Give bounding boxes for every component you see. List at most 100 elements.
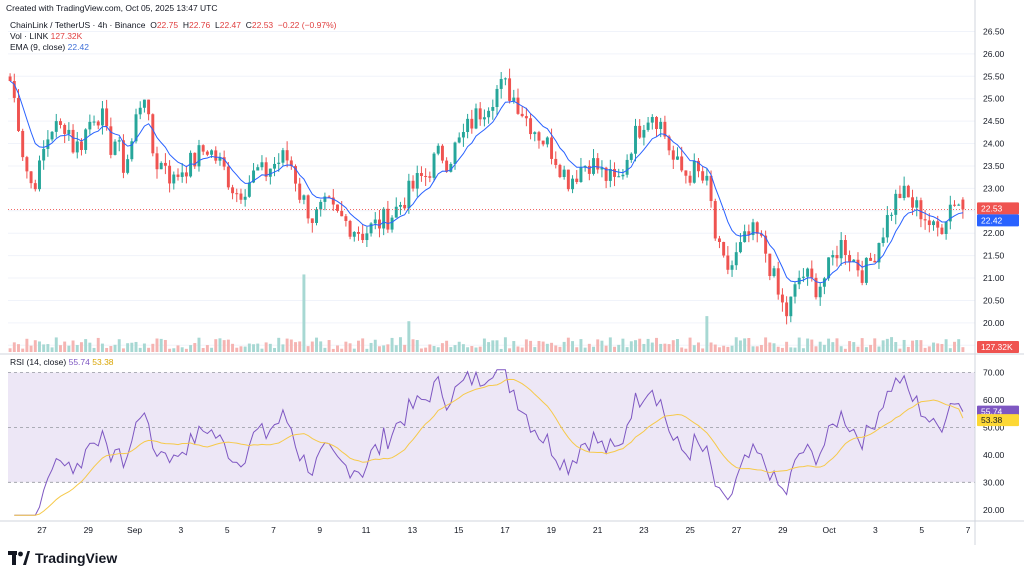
volume-bar xyxy=(646,338,650,352)
volume-bar xyxy=(676,339,679,352)
candle-body xyxy=(948,204,952,222)
volume-bar xyxy=(289,339,293,352)
candle-body xyxy=(885,215,889,238)
rsi-line xyxy=(14,369,964,516)
candle-body xyxy=(869,257,873,261)
volume-bar xyxy=(709,342,713,352)
time-tick-label: 29 xyxy=(84,525,94,535)
volume-bar xyxy=(738,340,742,352)
candle-body xyxy=(650,117,654,123)
volume-bar xyxy=(818,341,822,352)
volume-bar xyxy=(231,343,235,352)
volume-bar xyxy=(562,341,566,352)
volume-bar xyxy=(953,341,956,352)
volume-bar xyxy=(432,345,436,352)
candle-body xyxy=(336,204,339,211)
candle-body xyxy=(743,231,747,243)
volume-bar xyxy=(692,345,696,352)
time-tick-label: 15 xyxy=(454,525,464,535)
candle-body xyxy=(617,176,621,178)
time-tick-label: 13 xyxy=(408,525,418,535)
candle-body xyxy=(352,232,356,237)
volume-bar xyxy=(306,346,310,352)
ema-badge: 22.42 xyxy=(981,215,1003,225)
rsi-tick-label: 30.00 xyxy=(983,477,1005,487)
volume-bar xyxy=(121,348,125,352)
candle-body xyxy=(482,117,486,120)
candle-body xyxy=(226,166,230,188)
volume-bar xyxy=(382,345,386,352)
legend-high: 22.76 xyxy=(188,20,211,30)
candle-body xyxy=(944,221,948,234)
volume-bar xyxy=(419,348,423,352)
ema-polyline xyxy=(9,80,963,284)
candle-body xyxy=(92,121,96,123)
candle-body xyxy=(239,193,243,200)
volume-bars xyxy=(8,274,965,352)
candle-body xyxy=(331,197,335,205)
rsi-tick-label: 60.00 xyxy=(983,395,1005,405)
candle-body xyxy=(466,118,470,133)
volume-badge-bg xyxy=(977,341,1019,353)
volume-bar xyxy=(747,338,751,352)
candle-body xyxy=(172,174,176,184)
candle-body xyxy=(726,255,730,270)
candle-body xyxy=(369,223,373,234)
candle-body xyxy=(604,167,608,181)
volume-bar xyxy=(873,338,877,352)
candle-body xyxy=(755,222,759,234)
volume-bar xyxy=(650,342,654,352)
candle-body xyxy=(932,221,935,226)
candle-body xyxy=(235,193,239,195)
volume-bar xyxy=(722,345,726,352)
volume-bar xyxy=(264,342,268,352)
candle-body xyxy=(608,168,612,181)
candle-body xyxy=(8,76,12,82)
tradingview-logo: TradingView xyxy=(8,550,117,566)
candle-body xyxy=(554,158,558,165)
volume-bar xyxy=(331,348,335,352)
candle-body xyxy=(487,110,491,118)
volume-bar xyxy=(780,347,784,352)
volume-bar xyxy=(810,339,814,352)
candle-body xyxy=(927,220,931,226)
volume-bar xyxy=(575,347,579,352)
candle-body xyxy=(902,185,906,198)
volume-bar xyxy=(608,337,612,352)
volume-bar xyxy=(558,346,562,352)
rsi-pane xyxy=(8,369,975,516)
candle-body xyxy=(688,175,692,183)
volume-bar xyxy=(407,321,411,352)
volume-bar xyxy=(856,346,860,352)
volume-bar xyxy=(932,342,935,352)
volume-bar xyxy=(130,342,134,352)
candle-body xyxy=(940,227,944,234)
legend-volume-value: 127.32K xyxy=(50,31,83,41)
candle-body xyxy=(445,160,449,172)
volume-bar xyxy=(696,342,700,352)
legend-rsi-value: 55.74 xyxy=(68,357,90,367)
volume-bar xyxy=(890,337,894,352)
volume-bar xyxy=(201,348,205,352)
volume-badge: 127.32K xyxy=(981,342,1013,352)
volume-bar xyxy=(373,339,377,352)
candle-body xyxy=(100,108,104,126)
volume-bar xyxy=(785,341,789,352)
volume-bar xyxy=(478,346,482,352)
price-badge-bg xyxy=(977,202,1019,215)
candle-body xyxy=(394,206,398,218)
candle-body xyxy=(415,173,419,189)
candle-body xyxy=(168,165,172,184)
candle-body xyxy=(33,183,37,190)
candle-body xyxy=(96,121,100,126)
candle-body xyxy=(520,113,524,117)
price-chart[interactable]: 26.50 26.00 25.50 25.00 24.50 24.00 23.50 23.00… xyxy=(0,0,1024,545)
legend-low: 22.47 xyxy=(219,20,241,30)
candle-body xyxy=(428,176,432,178)
volume-bar xyxy=(453,345,457,352)
volume-bar xyxy=(642,343,646,352)
candle-body xyxy=(470,118,474,129)
candle-body xyxy=(730,265,734,270)
candle-body xyxy=(961,199,965,210)
candle-body xyxy=(709,175,713,202)
